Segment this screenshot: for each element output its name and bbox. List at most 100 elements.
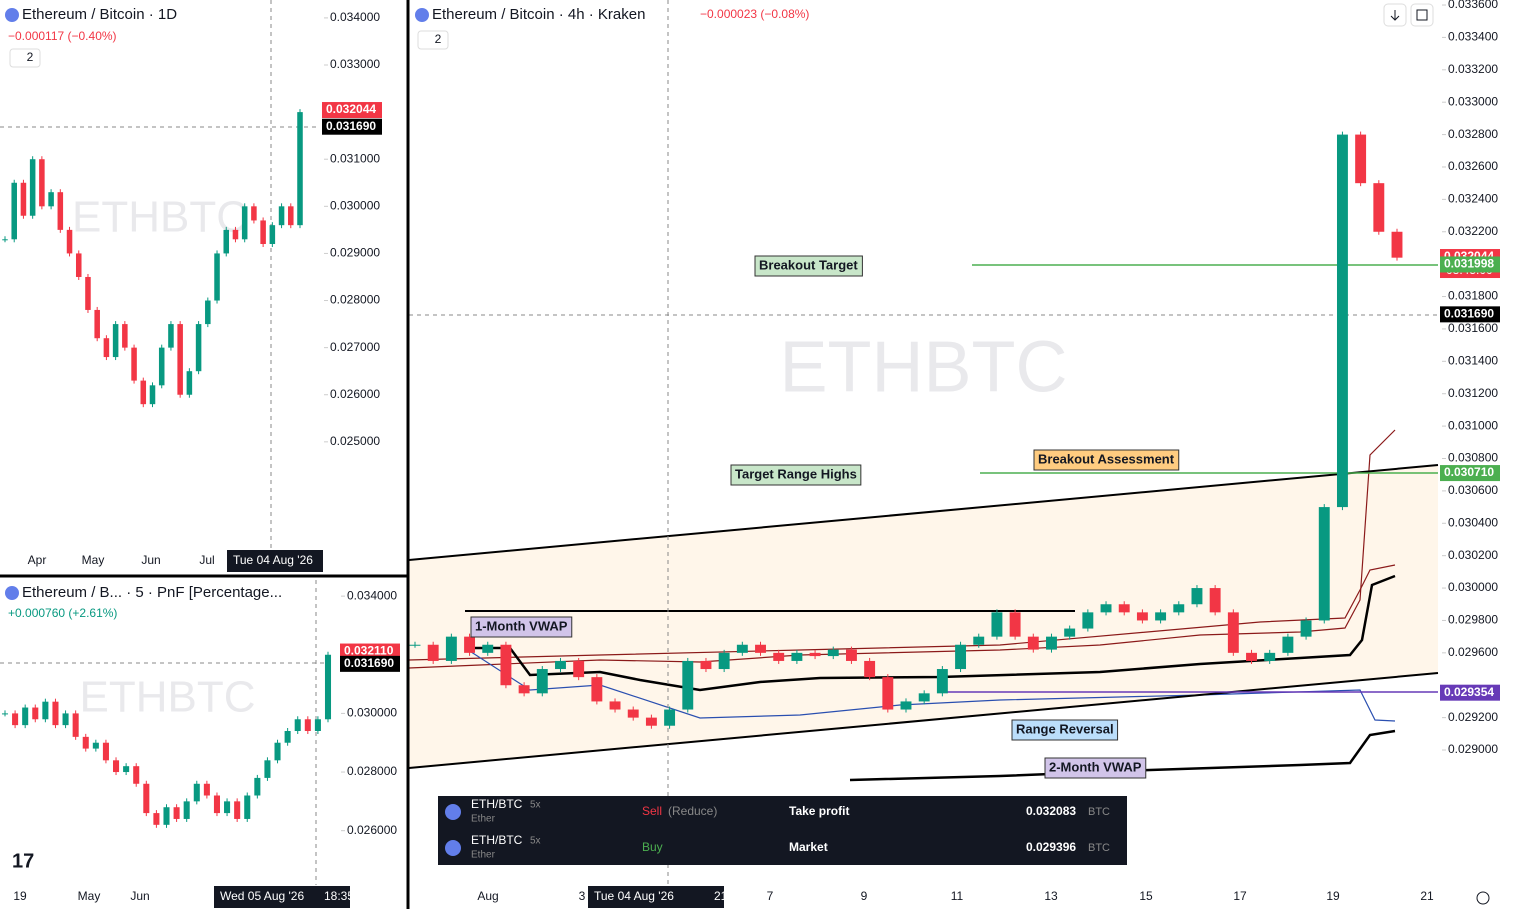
- candle: [32, 707, 39, 720]
- symbol-icon: [415, 8, 429, 22]
- y-tick-label: 0.030800: [1448, 451, 1498, 465]
- candle: [1064, 628, 1076, 637]
- candle: [1264, 652, 1276, 661]
- candle: [203, 783, 210, 796]
- candle: [92, 742, 99, 749]
- candle: [536, 669, 548, 694]
- candle: [324, 654, 332, 720]
- candle: [1355, 134, 1367, 184]
- candle: [700, 660, 712, 670]
- candle: [1027, 636, 1039, 650]
- x-tick-label: Aug: [477, 889, 498, 903]
- y-tick-label: 0.031800: [1448, 289, 1498, 303]
- annotation: Range Reversal: [1016, 721, 1114, 736]
- candle: [72, 713, 79, 737]
- y-tick-label: 0.033000: [1448, 94, 1498, 108]
- x-tick-label: Jun: [130, 889, 149, 903]
- candle: [195, 324, 202, 372]
- candle: [264, 760, 271, 778]
- candle: [131, 347, 137, 381]
- chart-title: Ethereum / Bitcoin · 1D: [22, 6, 177, 23]
- candle: [827, 649, 839, 657]
- candle: [518, 685, 530, 694]
- price-tag-label: 0.032044: [326, 102, 376, 116]
- leverage: 5x: [530, 800, 541, 811]
- badge[interactable]: [417, 30, 449, 50]
- candle: [1082, 612, 1094, 629]
- y-tick-label: 0.029800: [1448, 613, 1498, 627]
- price-tag: [340, 655, 400, 672]
- candle: [555, 660, 566, 670]
- price-tag-label: 0.030710: [1444, 465, 1494, 479]
- annotation-box: [754, 255, 863, 277]
- candle: [214, 253, 220, 301]
- candle: [1391, 231, 1403, 258]
- candle: [427, 644, 439, 661]
- candle: [645, 717, 657, 726]
- settings-icon[interactable]: [1476, 891, 1490, 905]
- candle: [39, 159, 45, 207]
- candle: [718, 652, 730, 670]
- x-tick-label: 21: [1420, 889, 1434, 903]
- badge-label: 2: [435, 32, 442, 46]
- candle: [11, 182, 17, 240]
- candle: [304, 719, 311, 731]
- candle: [955, 644, 967, 670]
- price-tag: [1440, 684, 1500, 701]
- candle: [773, 652, 785, 661]
- candle: [57, 192, 64, 230]
- change: −0.000117 (−0.40%): [8, 29, 117, 43]
- candle: [112, 324, 119, 358]
- watermark: ETHBTC: [80, 673, 256, 722]
- badge[interactable]: [9, 48, 41, 68]
- candle: [1373, 183, 1385, 232]
- y-tick-label: 0.033200: [1448, 62, 1498, 76]
- leverage: 5x: [530, 836, 541, 847]
- candle: [464, 636, 476, 653]
- candle: [284, 730, 291, 743]
- y-tick-label: 0.033000: [330, 57, 380, 71]
- y-tick-label: 0.031600: [1448, 321, 1498, 335]
- x-tick-label: 9: [861, 889, 868, 903]
- y-tick-label: 0.029000: [330, 246, 380, 260]
- y-tick-label: 0.029000: [1448, 742, 1498, 756]
- y-tick-label: 0.029200: [1448, 710, 1498, 724]
- crosshair-label: Tue 04 Aug '26: [594, 889, 674, 903]
- candle: [288, 206, 294, 226]
- candle: [294, 719, 301, 731]
- candle: [1, 713, 9, 715]
- y-tick-label: 0.031400: [1448, 353, 1498, 367]
- symbol: ETH/BTC: [471, 833, 523, 847]
- y-tick-label: 0.028000: [330, 293, 380, 307]
- candle: [1046, 636, 1057, 650]
- symbol: ETH/BTC: [471, 797, 523, 811]
- candle: [244, 795, 251, 819]
- candle: [864, 660, 876, 678]
- symbol-icon: [5, 586, 19, 600]
- price-tag-label: 0.031690: [326, 119, 376, 133]
- price-tag-label: 0.031690: [344, 656, 394, 670]
- y-tick-label: 0.029600: [1448, 645, 1498, 659]
- y-tick-label: 0.030400: [1448, 515, 1498, 529]
- order-price: 0.032083: [1026, 804, 1076, 818]
- x-tick-label: 3: [579, 889, 586, 903]
- candle: [1136, 612, 1148, 621]
- candle: [75, 253, 82, 277]
- candle: [627, 709, 639, 718]
- candle: [29, 159, 36, 216]
- asset-icon: [445, 840, 461, 856]
- toolbar-buttons[interactable]: [1383, 3, 1434, 27]
- candle: [269, 225, 276, 245]
- price-tag-label: 0.031690: [1444, 307, 1494, 321]
- price-tag: [1440, 256, 1500, 273]
- candle: [251, 206, 257, 221]
- y-tick-label: 0.032400: [1448, 192, 1498, 206]
- candle: [900, 701, 912, 710]
- candle: [193, 783, 200, 802]
- candle: [755, 644, 766, 653]
- crosshair-time: 21:00: [714, 889, 744, 903]
- y-tick-label: 0.034000: [347, 588, 397, 602]
- candle: [254, 777, 261, 796]
- indicators: [0, 0, 1439, 885]
